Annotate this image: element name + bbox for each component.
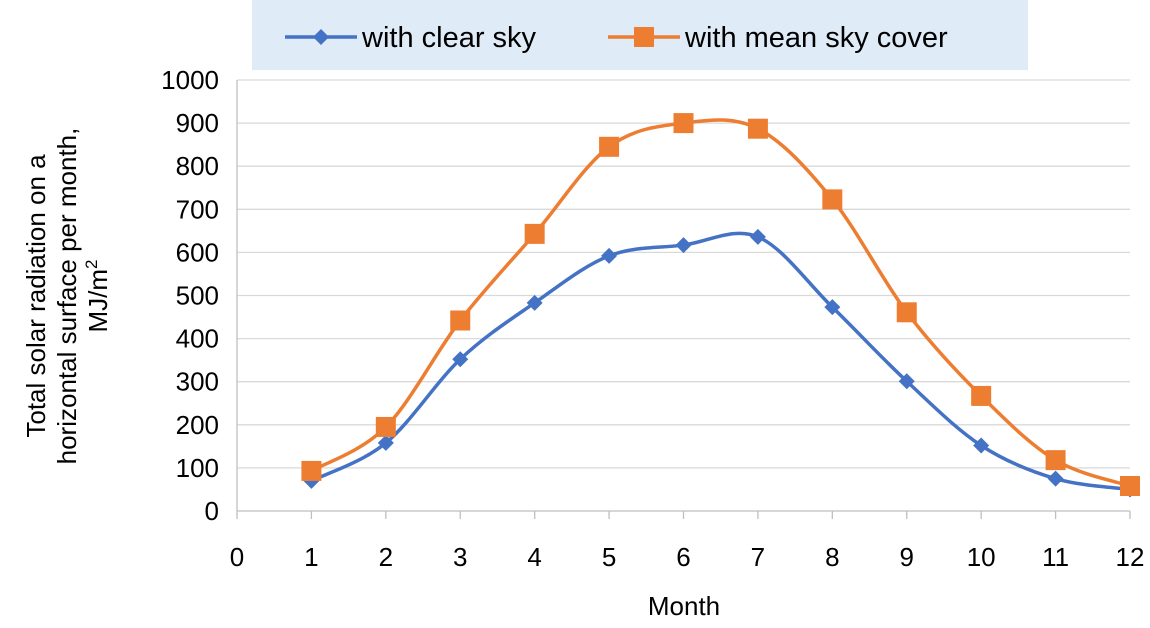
data-point [973, 437, 990, 454]
data-point [450, 310, 471, 331]
y-tick-label: 700 [176, 194, 219, 224]
x-tick-label: 0 [230, 542, 244, 572]
data-point [1045, 450, 1066, 471]
data-point [301, 460, 322, 481]
x-tick-label: 1 [304, 542, 318, 572]
data-point [898, 373, 915, 390]
data-point [526, 294, 543, 311]
x-tick-label: 10 [967, 542, 996, 572]
x-tick-label: 9 [900, 542, 914, 572]
y-tick-label: 300 [176, 367, 219, 397]
y-tick-label: 1000 [161, 65, 219, 95]
x-tick-labels: 0 1 2 3 4 5 6 7 8 9 10 11 12 [230, 542, 1145, 572]
data-point [822, 189, 843, 210]
data-point [824, 299, 841, 316]
series-2 [301, 113, 1140, 497]
data-point [524, 223, 545, 244]
y-tick-label: 0 [205, 496, 219, 526]
series-group [301, 113, 1140, 498]
data-point [599, 136, 620, 157]
y-tick-label: 500 [176, 281, 219, 311]
y-axis-label-unit: MJ/m2 [82, 259, 113, 332]
data-point [896, 302, 917, 323]
y-tick-label: 200 [176, 410, 219, 440]
data-point [1047, 470, 1064, 487]
y-tick-label: 600 [176, 237, 219, 267]
data-point [375, 416, 396, 437]
data-point [971, 385, 992, 406]
axes [236, 80, 1131, 519]
data-point [601, 247, 618, 264]
data-point [675, 237, 692, 254]
x-axis-label: Month [648, 591, 720, 621]
data-point [673, 113, 694, 134]
y-tick-label: 100 [176, 453, 219, 483]
series-1 [303, 228, 1138, 498]
x-tick-label: 7 [751, 542, 765, 572]
legend: with clear sky with mean sky cover [285, 22, 948, 54]
y-tick-label: 400 [176, 324, 219, 354]
x-tick-label: 12 [1116, 542, 1145, 572]
y-axis-label-line-1: Total solar radiation on a [21, 154, 51, 438]
series-line [310, 118, 1131, 488]
y-tick-label: 800 [176, 151, 219, 181]
y-axis-label-unit-sup: 2 [82, 259, 101, 268]
data-point [377, 434, 394, 451]
legend-marker [313, 29, 329, 45]
y-tick-labels: 0 100 200 300 400 500 600 700 800 900 1000 [161, 65, 219, 526]
x-tick-label: 4 [527, 542, 541, 572]
data-point [1120, 476, 1140, 497]
x-tick-label: 2 [379, 542, 393, 572]
x-tick-label: 8 [825, 542, 839, 572]
data-point [749, 228, 766, 245]
y-axis-label-unit-base: MJ/m [83, 269, 113, 333]
y-axis-label: Total solar radiation on a horizontal su… [21, 128, 113, 465]
y-tick-label: 900 [176, 108, 219, 138]
x-tick-label: 11 [1042, 542, 1069, 572]
x-tick-label: 3 [453, 542, 467, 572]
x-tick-label: 5 [602, 542, 616, 572]
data-point [747, 118, 768, 139]
legend-label: with clear sky [361, 22, 537, 54]
data-point [452, 351, 469, 368]
legend-label: with mean sky cover [684, 22, 948, 54]
x-tick-label: 6 [676, 542, 690, 572]
legend-marker [634, 27, 654, 47]
y-axis-label-line-2: horizontal surface per month, [52, 128, 82, 465]
